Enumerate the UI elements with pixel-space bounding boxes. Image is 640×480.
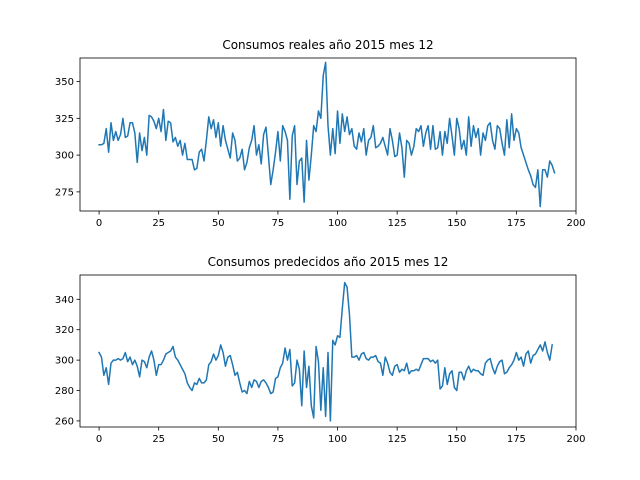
x-tick-label: 25 (152, 434, 165, 445)
y-tick-label: 325 (55, 114, 74, 125)
x-tick-label: 175 (507, 434, 526, 445)
x-tick-label: 75 (272, 434, 285, 445)
x-tick-label: 50 (212, 434, 225, 445)
x-tick-label: 200 (566, 434, 585, 445)
chart-title: Consumos reales año 2015 mes 12 (222, 38, 433, 52)
x-tick-label: 50 (212, 218, 225, 229)
x-tick-label: 0 (96, 218, 102, 229)
x-tick-label: 150 (447, 434, 466, 445)
chart-panel-1: Consumos reales año 2015 mes 12 0 25 50 75 10… (55, 38, 586, 229)
x-tick-label: 125 (388, 434, 407, 445)
y-tick-label: 350 (55, 77, 74, 88)
y-tick-label: 280 (55, 386, 74, 397)
chart-title: Consumos predecidos año 2015 mes 12 (208, 255, 449, 269)
x-tick-label: 0 (96, 434, 102, 445)
chart-panel-2: Consumos predecidos año 2015 mes 12 0 25 50… (55, 255, 586, 445)
x-tick-label: 175 (507, 218, 526, 229)
x-tick-label: 25 (152, 218, 165, 229)
x-tick-label: 100 (328, 434, 347, 445)
x-tick-label: 100 (328, 218, 347, 229)
y-tick-label: 300 (55, 151, 74, 162)
plot-area-frame (79, 274, 577, 428)
x-tick-label: 125 (388, 218, 407, 229)
plot-area-frame (79, 57, 577, 212)
x-tick-label: 150 (447, 218, 466, 229)
y-tick-label: 340 (55, 295, 74, 306)
y-tick-label: 300 (55, 356, 74, 367)
x-tick-label: 200 (566, 218, 585, 229)
y-tick-label: 320 (55, 325, 74, 336)
y-tick-label: 260 (55, 416, 74, 427)
x-tick-label: 75 (272, 218, 285, 229)
series-line (98, 281, 554, 422)
series-line (98, 61, 556, 208)
y-tick-label: 275 (55, 187, 74, 198)
